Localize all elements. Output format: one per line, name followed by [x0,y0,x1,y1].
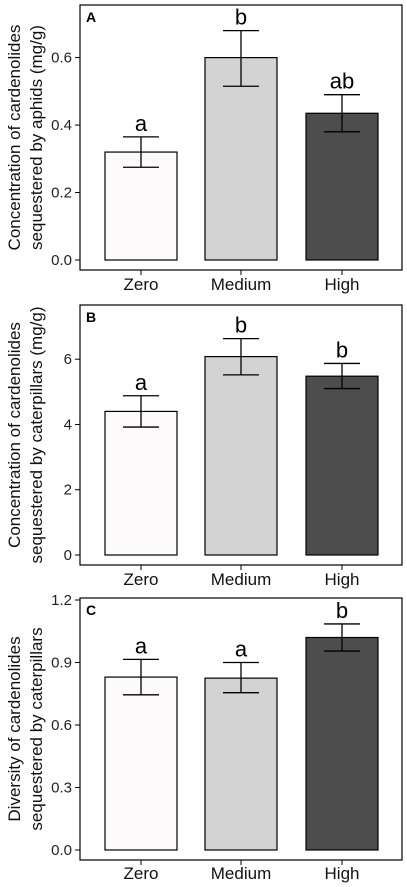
panel-c-sig-letter: a [135,633,148,658]
panel-a-category-label: Zero [124,275,159,294]
panel-c-bar-high [305,636,379,851]
panel-b: B 0 2 4 6 Concentration of cardenolides seques… [5,304,403,589]
panel-c-bar-medium [204,677,278,851]
panel-c-ytick-label: 1.2 [51,592,72,609]
panel-a-ytick-label: 0.2 [51,185,72,202]
panel-c: C 0.0 0.3 0.6 0.9 1.2 Diversity of cardenolide… [5,592,403,883]
panel-a-category-label: High [325,275,360,294]
panel-c-ytick-label: 0.3 [51,780,72,797]
panel-b-sig-letter: a [135,370,148,395]
panel-c-category-label: Zero [124,864,159,883]
panel-a-letter: A [86,9,96,25]
panel-a-ylabel-line: Concentration of cardenolides [5,25,24,251]
panel-a-bar-medium [204,56,278,261]
panel-b-category-label: Medium [211,570,271,589]
panel-c-ytick-label: 0.0 [51,842,72,859]
panel-c-category-label: High [325,864,360,883]
panel-a-sig-letter: ab [330,69,354,94]
panel-c-ytick-label: 0.9 [51,655,72,672]
panel-a-ytick-label: 0.6 [51,50,72,67]
panel-c-sig-letter: a [235,637,248,662]
panel-c-ylabel-line: sequestered by caterpillars [27,627,46,830]
panel-c-bar-zero [104,676,178,851]
panel-a-sig-letter: a [135,111,148,136]
panel-b-sig-letter: b [336,337,348,362]
panel-a-bar-zero [104,151,178,261]
panel-b-ytick-label: 4 [64,416,72,433]
panel-c-category-label: Medium [211,864,271,883]
panel-b-sig-letter: b [235,313,247,338]
panel-b-ytick-label: 0 [64,547,72,564]
panel-c-letter: C [86,602,96,618]
panel-a-ylabel-line: sequestered by aphids (mg/g) [27,25,46,250]
panel-b-ytick-label: 2 [64,482,72,499]
panel-a-sig-letter: b [235,5,247,30]
panel-a: A 0.0 0.2 0.4 0.6 Concentration of cardenolid… [5,4,403,294]
panel-c-ylabel-line: Diversity of cardenolides [5,636,24,821]
panel-b-ytick-label: 6 [64,351,72,368]
panel-b-bar-high [305,375,379,556]
panel-c-ytick-label: 0.6 [51,717,72,734]
panel-a-bar-high [305,112,379,261]
panel-b-letter: B [86,309,96,325]
panel-b-ylabel-line: Concentration of cardenolides [5,322,24,548]
panel-b-bar-medium [204,356,278,556]
panel-c-sig-letter: b [336,598,348,623]
panel-a-ytick-label: 0.4 [51,117,72,134]
panel-b-ylabel-line: sequestered by caterpillars (mg/g) [27,306,46,563]
panel-a-ytick-label: 0.0 [51,252,72,269]
panel-b-bar-zero [104,410,178,556]
panel-b-category-label: Zero [124,570,159,589]
panel-a-category-label: Medium [211,275,271,294]
panel-b-category-label: High [325,570,360,589]
